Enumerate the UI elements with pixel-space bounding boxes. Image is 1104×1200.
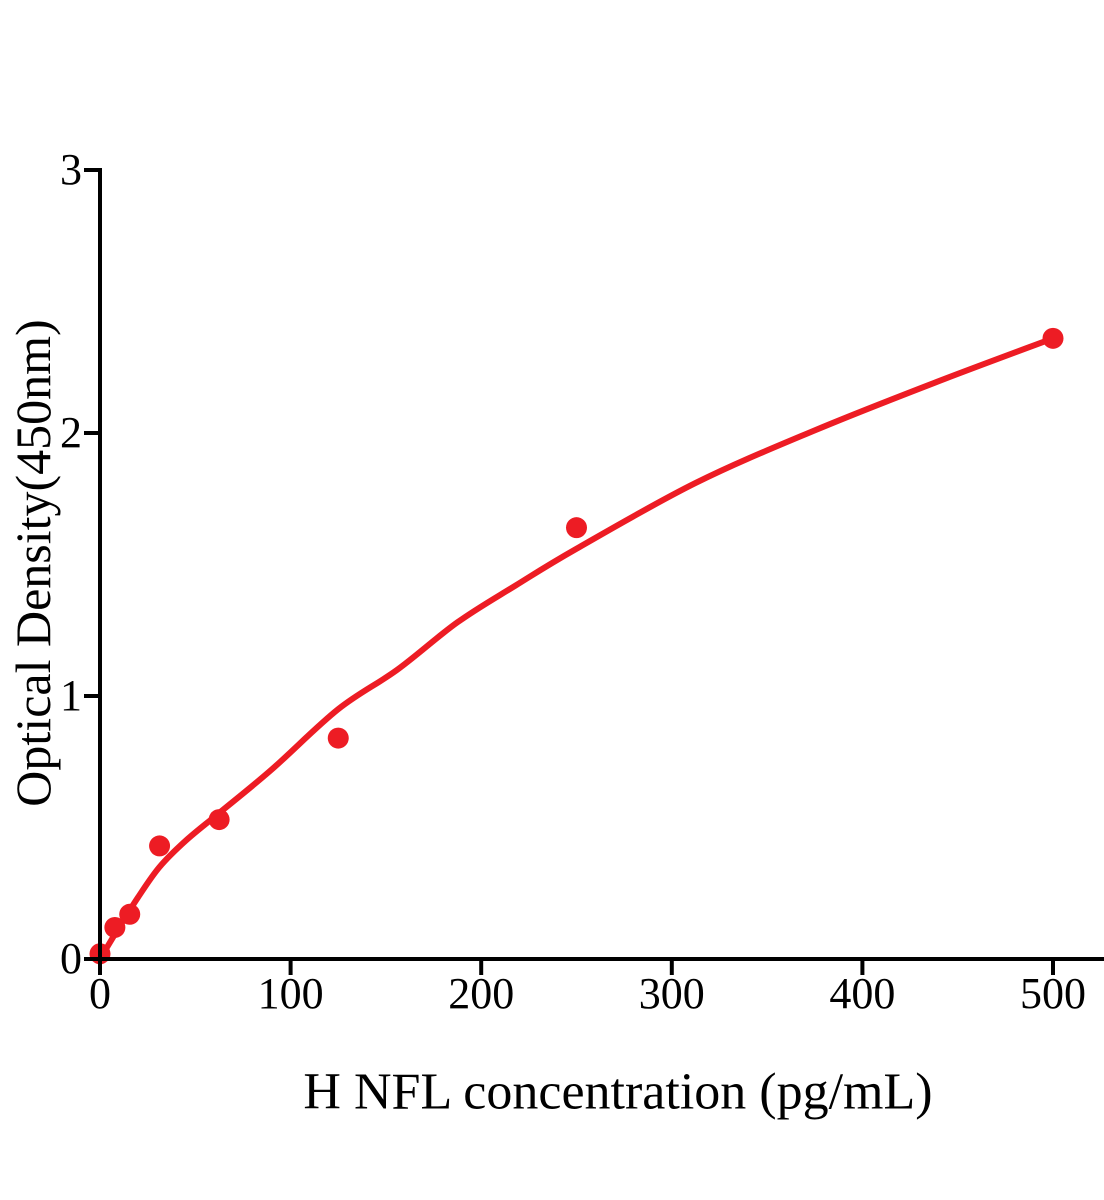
- x-axis-title: H NFL concentration (pg/mL): [303, 1063, 933, 1121]
- data-point: [566, 517, 587, 539]
- fit-curve: [97, 335, 1056, 962]
- data-point: [1042, 327, 1064, 349]
- x-tick-label: 200: [448, 969, 515, 1018]
- data-point: [104, 916, 126, 938]
- data-point: [208, 809, 230, 831]
- y-axis-title: Optical Density(450nm): [5, 319, 61, 807]
- x-tick-label: 400: [829, 969, 896, 1018]
- y-tick-label: 0: [60, 934, 82, 983]
- y-tick-label: 2: [60, 408, 82, 457]
- x-tick-label: 500: [1020, 969, 1086, 1018]
- x-tick-label: 300: [638, 969, 705, 1018]
- x-tick-label: 100: [257, 969, 324, 1018]
- x-tick-label: 0: [89, 969, 111, 1018]
- y-tick-label: 3: [60, 145, 82, 194]
- data-point: [327, 727, 349, 749]
- data-point: [149, 835, 171, 857]
- data-point: [119, 903, 141, 925]
- y-tick-label: 1: [60, 671, 82, 720]
